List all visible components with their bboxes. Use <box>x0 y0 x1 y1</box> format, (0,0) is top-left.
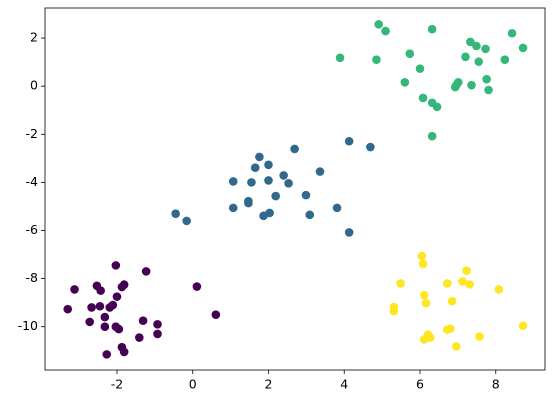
point <box>474 57 484 66</box>
y-tick-label: 0 <box>30 78 38 93</box>
x-tick-label: 6 <box>416 377 424 392</box>
point <box>284 179 293 188</box>
point <box>264 160 273 170</box>
point <box>425 333 435 342</box>
y-tick-label: -2 <box>26 126 38 141</box>
point <box>100 312 110 322</box>
point <box>228 203 238 213</box>
point <box>475 332 484 341</box>
point <box>111 261 121 270</box>
point <box>462 266 471 275</box>
point <box>481 44 490 54</box>
point <box>63 304 73 314</box>
point <box>135 333 144 342</box>
point <box>96 286 105 295</box>
point <box>335 53 345 63</box>
point <box>228 177 238 186</box>
point <box>472 41 481 51</box>
point <box>182 216 191 226</box>
y-tick-label: -6 <box>26 222 39 237</box>
point <box>500 55 510 65</box>
point <box>250 163 260 173</box>
point <box>427 131 437 141</box>
x-tick-label: -2 <box>111 377 123 392</box>
y-tick-label: 2 <box>30 30 38 45</box>
point <box>396 279 405 288</box>
x-tick-label: 0 <box>189 377 197 392</box>
point <box>366 142 375 152</box>
point <box>442 279 452 288</box>
point <box>271 191 280 201</box>
y-tick-label: -10 <box>18 318 38 333</box>
point <box>381 26 390 36</box>
point <box>279 171 288 180</box>
point <box>415 64 425 73</box>
point <box>141 267 151 276</box>
point <box>467 80 476 90</box>
point <box>405 49 415 59</box>
point <box>494 285 504 294</box>
point <box>421 298 431 308</box>
point <box>450 82 460 92</box>
point <box>305 210 315 220</box>
point <box>518 321 528 331</box>
point <box>418 259 428 269</box>
point <box>70 285 79 294</box>
y-tick-label: -8 <box>26 270 39 285</box>
point <box>95 301 105 311</box>
point <box>85 317 94 327</box>
point <box>102 350 112 359</box>
point <box>419 290 429 300</box>
point <box>117 282 127 292</box>
point <box>119 347 129 357</box>
point <box>447 296 457 306</box>
point <box>432 102 442 112</box>
point <box>465 280 474 289</box>
x-tick-label: 8 <box>492 377 500 392</box>
point <box>192 282 202 291</box>
point <box>108 300 118 310</box>
point <box>211 310 221 319</box>
point <box>374 20 384 29</box>
point <box>247 178 256 187</box>
point <box>171 209 180 218</box>
point <box>461 52 470 62</box>
x-tick-label: 2 <box>265 377 273 392</box>
point <box>389 306 399 316</box>
point <box>344 136 354 146</box>
point <box>301 190 311 200</box>
point <box>427 24 437 34</box>
point <box>153 319 162 329</box>
point <box>418 93 428 103</box>
y-tick-label: -4 <box>26 174 39 189</box>
point <box>372 55 381 65</box>
point <box>265 208 274 218</box>
point <box>332 203 342 213</box>
point <box>315 167 325 176</box>
point <box>138 316 148 325</box>
point <box>100 322 110 332</box>
point <box>452 342 461 351</box>
point <box>290 144 299 154</box>
point <box>344 228 354 237</box>
point <box>458 277 467 286</box>
point <box>255 152 264 162</box>
point <box>518 43 528 53</box>
point <box>153 329 162 339</box>
point <box>446 324 455 333</box>
point <box>400 78 410 87</box>
point <box>112 292 122 301</box>
point <box>417 251 427 261</box>
plot-frame <box>44 7 546 371</box>
point <box>87 303 96 312</box>
point <box>482 74 491 84</box>
point <box>244 196 253 206</box>
point <box>264 176 273 185</box>
x-tick-label: 4 <box>340 377 348 392</box>
point <box>466 37 475 47</box>
point <box>507 28 517 38</box>
point <box>484 85 493 95</box>
point <box>114 324 124 334</box>
